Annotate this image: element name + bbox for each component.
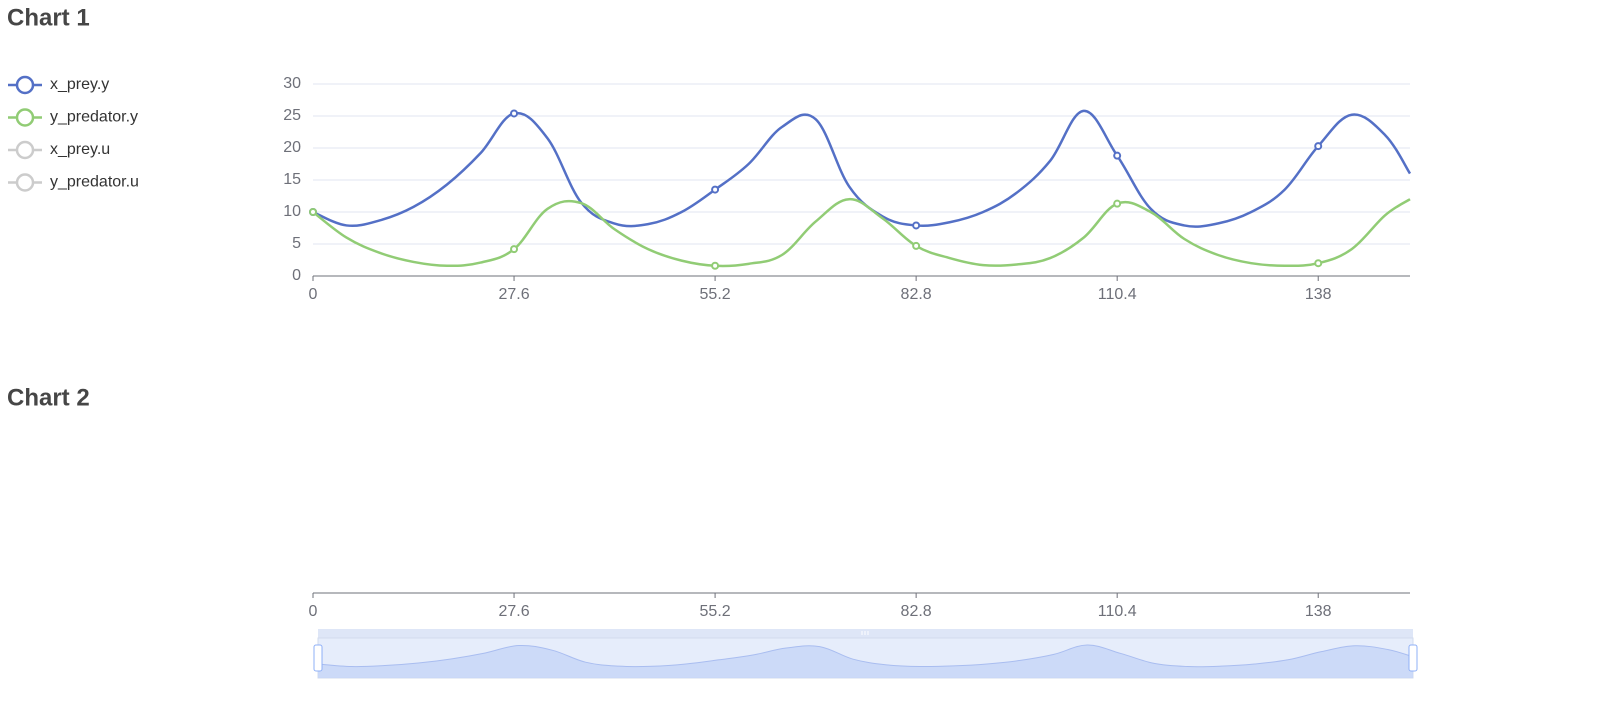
legend-label[interactable]: x_prey.y — [50, 76, 109, 93]
chart-title: Chart 1 — [7, 4, 90, 31]
x-tick-label: 110.4 — [1098, 603, 1137, 620]
legend-icon — [15, 75, 35, 95]
data-point — [1113, 199, 1122, 208]
y-tick-label: 5 — [292, 235, 301, 252]
data-point — [510, 109, 519, 118]
data-point — [1314, 142, 1323, 151]
data-point — [711, 261, 720, 270]
legend-label[interactable]: x_prey.u — [50, 141, 110, 158]
data-point — [309, 208, 317, 216]
data-point — [1314, 259, 1323, 268]
zoom-shadow-area — [318, 645, 1413, 678]
x-tick-label: 138 — [1305, 286, 1332, 303]
legend-label[interactable]: y_predator.u — [50, 174, 139, 191]
zoom-shadow-line — [317, 644, 1414, 668]
x-tick-label: 0 — [309, 603, 318, 620]
legend-icon — [15, 173, 35, 192]
x-tick-label: 27.6 — [498, 603, 529, 620]
legend-icon — [15, 108, 35, 127]
x-tick-label: 82.8 — [901, 286, 932, 303]
y-tick-label: 20 — [283, 139, 301, 156]
chart-title: Chart 2 — [7, 384, 90, 411]
x-tick-label: 27.6 — [498, 286, 529, 303]
data-point — [912, 241, 921, 250]
data-point — [1113, 151, 1122, 160]
legend-label[interactable]: y_predator.y — [50, 109, 138, 126]
zoom-grip[interactable] — [861, 631, 869, 635]
series-line — [312, 109, 1412, 228]
data-point — [510, 245, 519, 254]
x-tick-label: 138 — [1305, 603, 1332, 620]
zoom-handle[interactable] — [313, 644, 323, 672]
x-tick-label: 55.2 — [700, 286, 731, 303]
x-tick-label: 0 — [309, 286, 318, 303]
data-point — [912, 221, 921, 230]
x-tick-label: 82.8 — [901, 603, 932, 620]
legend-icon — [15, 140, 35, 160]
y-tick-label: 15 — [283, 171, 301, 188]
x-tick-label: 55.2 — [700, 603, 731, 620]
y-tick-label: 0 — [292, 267, 301, 284]
y-tick-label: 10 — [283, 203, 301, 220]
data-point — [711, 185, 720, 194]
x-tick-label: 110.4 — [1098, 286, 1137, 303]
y-tick-label: 30 — [283, 75, 301, 92]
y-tick-label: 25 — [283, 107, 301, 124]
zoom-handle[interactable] — [1408, 644, 1418, 672]
series-line — [312, 197, 1411, 268]
